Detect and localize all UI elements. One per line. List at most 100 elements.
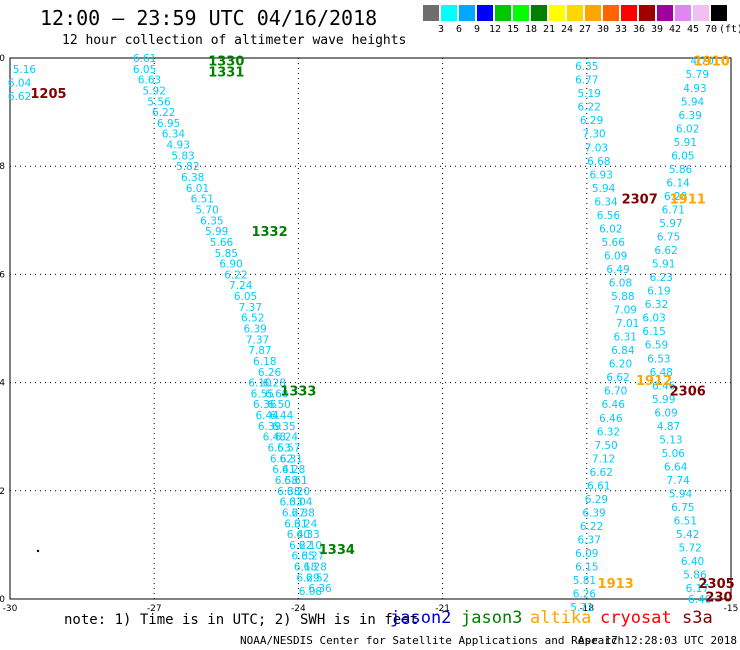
footer-credit: NOAA/NESDIS Center for Satellite Applica…: [240, 634, 625, 647]
legend-label: 6: [455, 24, 463, 35]
swh-value: 6.46: [602, 399, 626, 411]
swh-value: 6.23: [650, 272, 673, 284]
swh-value: 6.10: [299, 540, 322, 552]
swh-value: 6.10: [248, 378, 271, 390]
mission-jason3-label: jason3: [461, 608, 523, 628]
x-tick-label: -18: [579, 604, 594, 614]
swh-value: 6.40: [688, 594, 711, 606]
swh-value: 6.20: [287, 486, 310, 498]
swh-value: 6.28: [664, 191, 687, 203]
swh-value: 6.60: [265, 388, 288, 400]
swh-value: 6.02: [599, 223, 622, 235]
swh-value: 6.46: [599, 413, 623, 425]
swh-value: 6.40: [287, 529, 310, 541]
legend-swatch: [639, 5, 655, 21]
pass-time-label: 1911: [670, 193, 706, 208]
legend-label: 30: [596, 24, 610, 35]
swh-value: 5.88: [611, 291, 634, 303]
swh-value: 6.18: [294, 562, 317, 574]
swh-value: 6.28: [263, 378, 286, 390]
swh-value: 6.62: [8, 91, 31, 103]
legend-swatch: [423, 5, 439, 21]
swh-value: 5.94: [592, 183, 616, 195]
swh-value: 5.91: [674, 137, 697, 149]
swh-value: 6.31: [614, 332, 637, 344]
swh-value: 7.37: [246, 334, 269, 346]
swh-value: 6.27: [282, 507, 305, 519]
swh-value: 6.32: [645, 299, 668, 311]
swh-value: 6.26: [258, 367, 282, 379]
swh-value: 5.99: [652, 394, 675, 406]
swh-value: 5.70: [195, 204, 218, 216]
swh-value: 6.39: [243, 324, 266, 336]
swh-value: 4.93: [683, 83, 706, 95]
legend-label: 45: [686, 24, 700, 35]
swh-value: 7.74: [666, 475, 690, 487]
marker-dot: [36, 549, 40, 553]
x-tick-label: -27: [147, 604, 162, 614]
swh-value: 5.99: [205, 226, 228, 238]
swh-value: 6.57: [277, 443, 300, 455]
swh-value: 6.77: [575, 75, 598, 87]
swh-value: 5.94: [681, 96, 705, 108]
swh-value: 6.39: [582, 507, 605, 519]
swh-value: 6.64: [664, 461, 688, 473]
legend-swatch: [567, 5, 583, 21]
swh-value: 6.09: [604, 250, 627, 262]
swh-value: 6.75: [671, 502, 694, 514]
swh-value: 6.09: [654, 407, 677, 419]
swh-value: 7.50: [594, 440, 617, 452]
y-tick-label: 4: [0, 379, 5, 389]
swh-value: 6.48: [650, 367, 673, 379]
pass-time-label: 2306: [670, 385, 706, 400]
x-tick-label: -30: [3, 604, 18, 614]
swh-value: 4.87: [657, 421, 680, 433]
swh-value: 6.05: [234, 291, 257, 303]
swh-value: 5.86: [683, 570, 707, 582]
legend-swatch: [603, 5, 619, 21]
legend-label: 18: [524, 24, 538, 35]
legend-label: 24: [560, 24, 574, 35]
swh-value: 6.35: [272, 421, 295, 433]
pass-time-label: 1205: [30, 87, 66, 102]
swh-value: 5.66: [602, 237, 626, 249]
swh-value: 4.93: [167, 140, 190, 152]
swh-value: 6.51: [674, 516, 697, 528]
swh-value: 6.15: [575, 562, 598, 574]
swh-value: 6.29: [585, 494, 608, 506]
swh-value: 6.26: [573, 589, 597, 601]
swh-value: 6.61: [587, 480, 610, 492]
chart-title: 12:00 – 23:59 UTC 04/16/2018: [40, 6, 378, 30]
pass-time-label: 1332: [251, 225, 287, 240]
swh-value: 6.62: [590, 467, 613, 479]
pass-time-label: 1330: [208, 55, 244, 70]
legend-swatch: [495, 5, 511, 21]
swh-value: 6.22: [152, 107, 175, 119]
swh-value: 5.66: [210, 237, 234, 249]
swh-value: 6.61: [133, 53, 156, 65]
swh-value: 6.70: [604, 386, 627, 398]
swh-value: 6.22: [224, 269, 247, 281]
swh-value: 6.22: [578, 102, 601, 114]
swh-value: 5.71: [570, 602, 593, 614]
swh-value: 5.79: [686, 69, 709, 81]
plot-frame: [9, 57, 732, 600]
swh-value: 6.36: [253, 399, 277, 411]
mission-s3a-label: s3a: [682, 608, 713, 628]
swh-value: 6.49: [606, 264, 629, 276]
swh-value: 6.59: [645, 340, 668, 352]
legend-label: 39: [650, 24, 664, 35]
y-tick-label: 0: [0, 595, 5, 605]
swh-value: 6.61: [284, 475, 307, 487]
swh-value: 6.31: [279, 453, 302, 465]
swh-value: 7.37: [239, 302, 262, 314]
swh-value: 5.83: [171, 150, 194, 162]
y-tick-label: 2: [0, 487, 5, 497]
swh-value: 6.52: [241, 313, 264, 325]
swh-value: 6.09: [575, 548, 598, 560]
legend-label: 9: [473, 24, 481, 35]
swh-value: 6.05: [133, 64, 156, 76]
swh-value: 6.22: [289, 540, 312, 552]
legend-label: 36: [632, 24, 646, 35]
